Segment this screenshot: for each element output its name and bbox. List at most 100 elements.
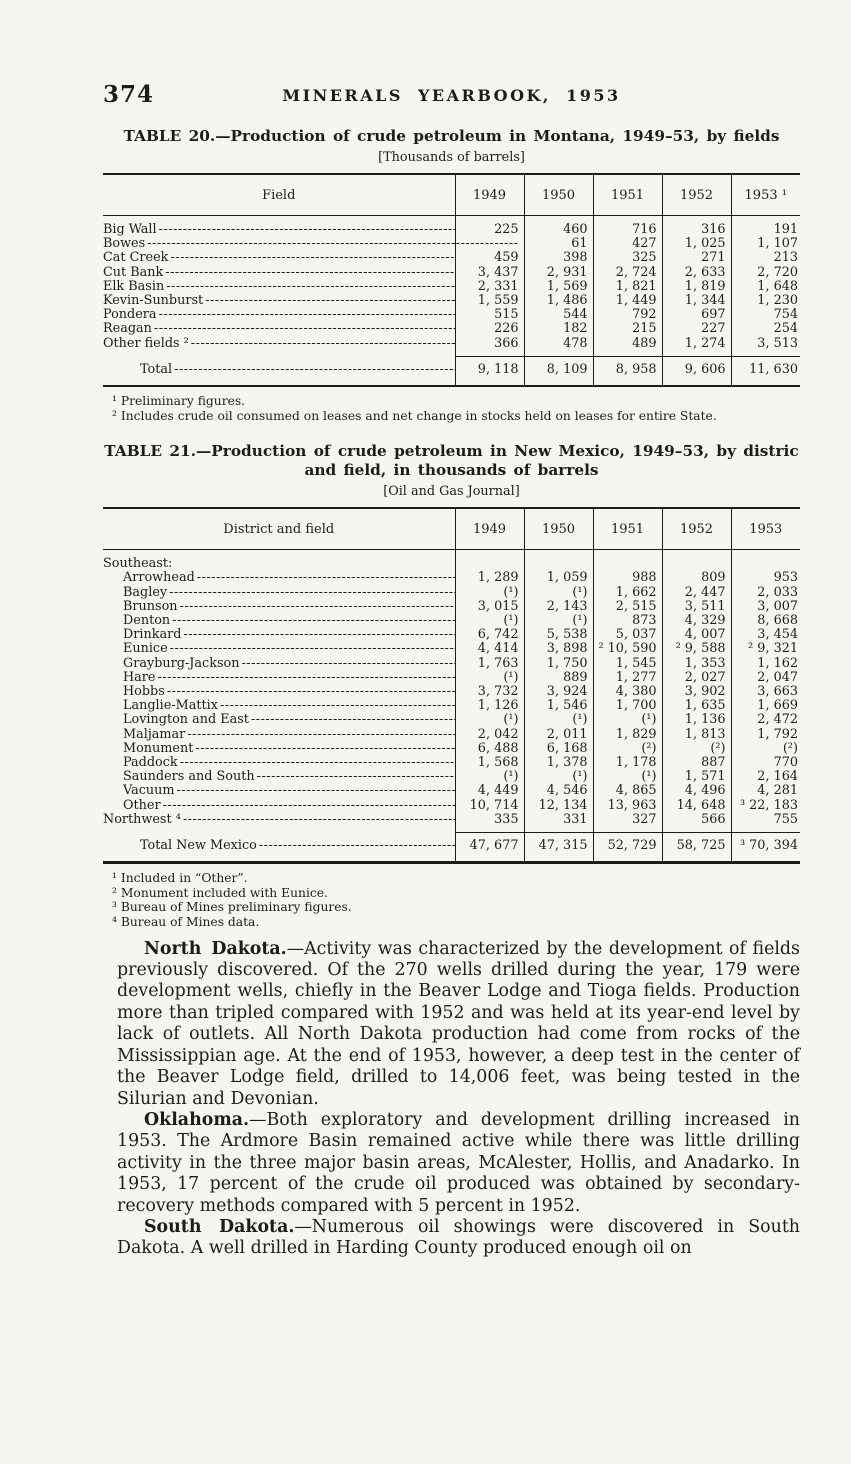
table-20-footnotes: ¹ Preliminary figures. ² Includes crude … [103,394,800,423]
value-cell: 331 [523,812,593,833]
value-cell: ² 9, 321 [730,642,800,657]
value-cell: 459 [454,251,524,266]
value-cell: ³ 22, 183 [730,798,800,813]
value-cell: (¹) [592,770,662,785]
total-value-cell: 9, 118 [454,355,524,387]
value-cell: 3, 513 [730,336,800,357]
value-cell: 1, 819 [661,279,731,295]
value-cell: 2, 033 [730,585,800,600]
group-label-cell: Southeast: [103,550,455,572]
value-cell: 1, 449 [592,293,662,309]
body-text: North Dakota.—Activity was characterized… [117,939,800,1260]
field-cell: Drinkard [103,628,455,642]
value-cell: 254 [730,322,800,337]
value-cell: (¹) [454,770,524,785]
total-value-cell: 11, 630 [730,355,800,387]
value-cell: 10, 714 [454,798,524,813]
field-label: Vacuum [123,783,175,799]
value-cell: 770 [730,755,800,771]
table-21-footnotes: ¹ Included in “Other”. ² Monument includ… [103,871,800,929]
table-20-unit-note: [Thousands of barrels] [378,150,525,165]
value-cell [523,549,593,572]
value-cell: 5, 538 [523,628,593,643]
value-cell: 1, 277 [592,670,662,686]
value-cell: 2, 164 [730,770,800,785]
paragraph-north-dakota: North Dakota.—Activity was characterized… [117,939,800,1110]
field-cell: Grayburg-Jackson [103,656,455,671]
paragraph-lead: North Dakota. [144,938,287,959]
dotted-leader [241,657,454,671]
value-cell: 1, 178 [592,755,662,771]
value-cell: 13, 963 [592,798,662,813]
field-label: Cat Creek [103,250,169,266]
value-cell: 2, 011 [523,727,593,742]
field-cell: Arrowhead [103,571,455,585]
field-label: Other fields ² [103,336,189,352]
dotted-leader [176,784,454,798]
field-label: Elk Basin [103,278,165,294]
dotted-leader [205,294,454,308]
page: 374 MINERALS YEARBOOK, 1953 TABLE 20.—Pr… [103,81,800,1260]
paragraph-oklahoma: Oklahoma.—Both exploratory and developme… [117,1110,800,1217]
column-header-year: 1951 [592,174,662,216]
value-cell: 2, 042 [454,727,524,742]
value-cell: 3, 454 [730,628,800,643]
total-label: Total [140,361,173,377]
value-cell: 3, 898 [523,642,593,657]
group-row: Southeast: [103,549,800,572]
paragraph-text: —Activity was characterized by the devel… [117,938,800,1109]
value-cell: 4, 449 [454,784,524,799]
field-cell: Northwest ⁴ [103,813,455,833]
value-cell: 953 [730,571,800,586]
table-21-unit-note: [Oil and Gas Journal] [383,484,520,500]
value-cell: 1, 763 [454,656,524,671]
dotted-leader [183,628,454,642]
value-cell: 366 [454,336,524,357]
value-cell: 1, 821 [592,279,662,295]
value-cell: (¹) [523,770,593,785]
value-cell: (¹) [523,713,593,728]
value-cell: 225 [454,215,524,238]
total-label-cell: Total New Mexico [103,833,455,863]
group-label: Southeast: [103,556,173,572]
total-value-cell: 47, 315 [523,832,593,863]
field-cell: Monument [103,741,455,756]
value-cell: 1, 546 [523,699,593,714]
value-cell: 2, 027 [661,670,731,686]
field-label: Maljamar [123,726,186,742]
dotted-leader [259,839,455,853]
value-cell: 335 [454,812,524,833]
field-cell: Saunders and South [103,770,455,784]
table-21-title-line1: TABLE 21.—Production of crude petroleum … [104,442,799,461]
dotted-leader [197,571,455,585]
value-cell: 427 [592,237,662,252]
value-cell: 182 [523,322,593,337]
dotted-leader [257,770,455,784]
value-cell: 2, 331 [454,279,524,295]
value-cell: 1, 571 [661,770,731,785]
total-value-cell: 9, 606 [661,355,731,387]
column-header-year: 1952 [661,508,731,551]
field-label: Bowes [103,236,146,252]
value-cell: 1, 559 [454,293,524,309]
value-cell: 2, 724 [592,265,662,280]
total-value-cell: 8, 958 [592,355,662,387]
value-cell: 6, 488 [454,741,524,757]
column-header-field: District and field [103,508,455,551]
value-cell: ² 10, 590 [592,642,662,657]
dotted-leader [159,223,455,237]
value-cell: 515 [454,308,524,323]
value-cell: 460 [523,215,593,238]
field-cell: Other [103,798,455,813]
table-21-title-line2: and field, in thousands of barrels [304,461,599,480]
field-cell: Paddock [103,755,455,770]
